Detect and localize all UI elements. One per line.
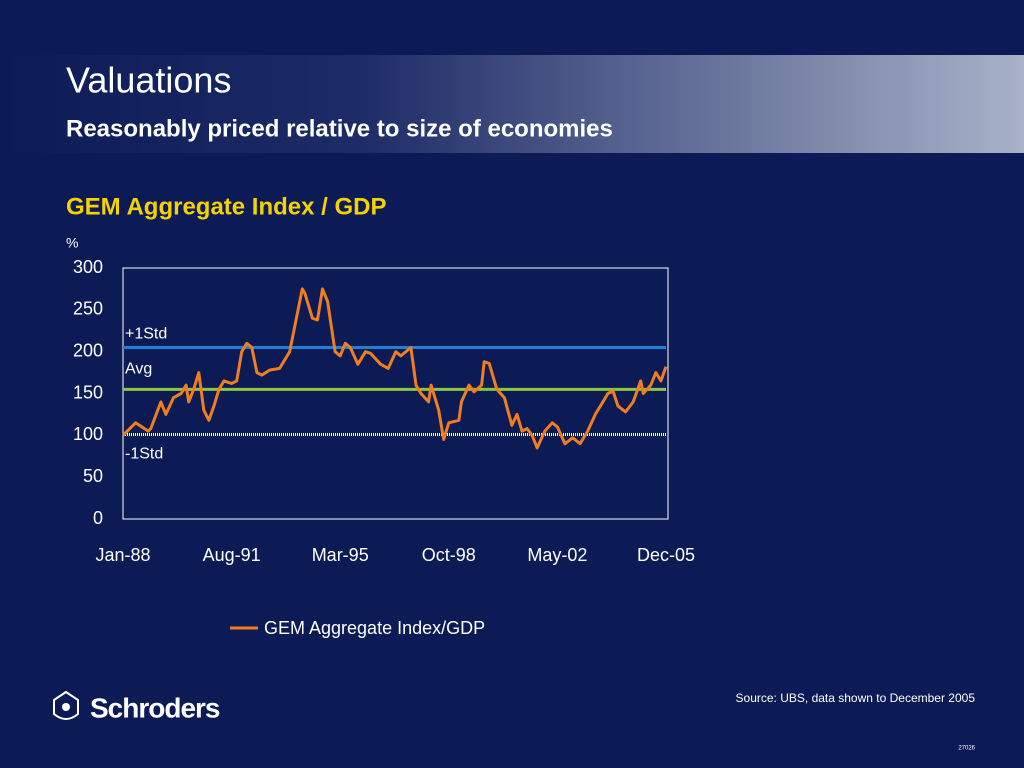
slide-subtitle: Reasonably priced relative to size of ec…: [66, 115, 613, 142]
chart-title: GEM Aggregate Index / GDP: [66, 193, 387, 220]
source-note: Source: UBS, data shown to December 2005: [736, 691, 976, 705]
x-tick-label: Mar-95: [312, 545, 369, 565]
header-band: [0, 55, 1024, 153]
y-tick-label: 250: [73, 299, 103, 319]
y-tick-label: 150: [73, 382, 103, 402]
reference-label: -1Std: [125, 446, 163, 463]
x-tick-label: Dec-05: [637, 545, 695, 565]
reference-label: +1Std: [125, 326, 167, 343]
legend-label: GEM Aggregate Index/GDP: [264, 618, 485, 638]
x-tick-label: May-02: [527, 545, 587, 565]
reference-label: Avg: [125, 361, 152, 378]
doc-code: 27026: [958, 746, 975, 752]
plot-frame: [122, 267, 669, 520]
y-unit: %: [66, 235, 78, 251]
y-tick-label: 50: [83, 466, 103, 486]
y-tick-label: 300: [73, 257, 103, 277]
y-tick-label: 100: [73, 424, 103, 444]
logo-crest: [53, 690, 79, 720]
series-line: [121, 287, 668, 450]
y-tick-label: 0: [93, 508, 103, 528]
x-tick-label: Aug-91: [203, 545, 261, 565]
slide-title: Valuations: [66, 60, 231, 101]
y-tick-label: 200: [73, 340, 103, 360]
brand: Schroders: [90, 692, 220, 723]
x-tick-label: Jan-88: [95, 545, 150, 565]
logo: Schroders: [53, 690, 221, 723]
x-tick-label: Oct-98: [422, 545, 476, 565]
logo-crest-dot: [62, 703, 70, 711]
